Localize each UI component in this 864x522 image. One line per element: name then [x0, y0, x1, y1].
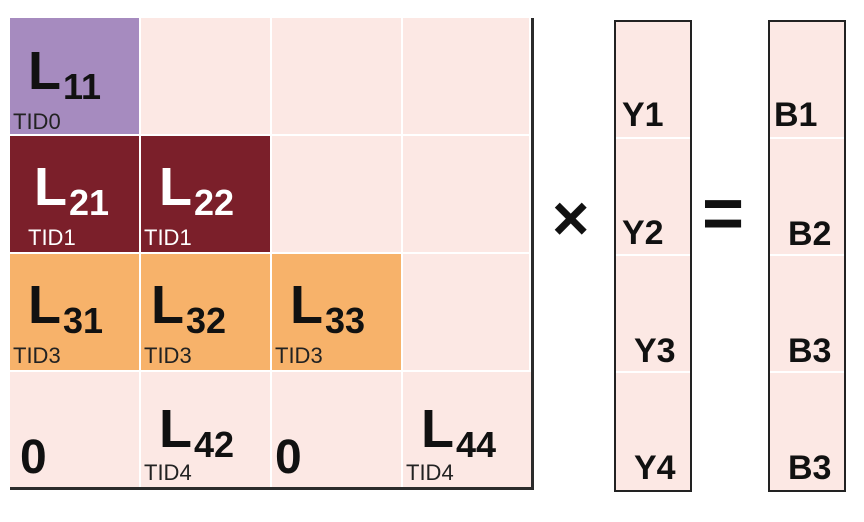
vector-b-entry: B3 [788, 332, 832, 370]
cell-l44-label: L44 [421, 399, 497, 465]
vector-b-entry: B3 [788, 449, 832, 487]
cell-empty [272, 18, 403, 136]
vector-y-cell: Y1 [616, 22, 690, 139]
cell-l21-tid: TID1 [28, 225, 76, 250]
cell-l42-label: L42 [159, 399, 235, 465]
cell-l11-label: L11 [28, 41, 102, 107]
vector-y-cell: Y3 [616, 256, 690, 373]
cell-empty [272, 136, 403, 254]
cell-l31-label: L31 [28, 275, 104, 341]
cell-l22: L22 TID1 [141, 136, 272, 254]
cell-l42-tid: TID4 [144, 460, 192, 485]
cell-l11-tid: TID0 [13, 109, 61, 134]
cell-l22-tid: TID1 [144, 225, 192, 250]
lower-triangular-matrix: L11 TID0 L21 TID1 L22 TID1 L31 TID3 L32 … [10, 18, 534, 490]
times-operator: × [552, 182, 590, 254]
cell-l32-tid: TID3 [144, 343, 192, 368]
vector-b-cell: B3 [770, 256, 844, 373]
cell-l41-value: 0 [20, 431, 47, 484]
vector-y-entry: Y4 [634, 449, 676, 487]
vector-y-entry: Y2 [622, 214, 664, 252]
cell-empty [403, 254, 531, 372]
cell-empty [403, 18, 531, 136]
cell-empty [141, 18, 272, 136]
cell-l43: 0 [272, 372, 403, 487]
cell-l42: L42 TID4 [141, 372, 272, 487]
cell-l21: L21 TID1 [10, 136, 141, 254]
vector-y-cell: Y4 [616, 373, 690, 490]
vector-y-cell: Y2 [616, 139, 690, 256]
vector-b-cell: B1 [770, 22, 844, 139]
vector-b-cell: B3 [770, 373, 844, 490]
cell-l44-tid: TID4 [406, 460, 454, 485]
cell-empty [403, 136, 531, 254]
cell-l44: L44 TID4 [403, 372, 531, 487]
cell-l33-tid: TID3 [275, 343, 323, 368]
vector-b: B1 B2 B3 B3 [768, 20, 846, 492]
cell-l32: L32 TID3 [141, 254, 272, 372]
vector-y-entry: Y3 [634, 332, 676, 370]
cell-l32-label: L32 [151, 275, 227, 341]
cell-l21-label: L21 [34, 157, 110, 223]
equals-operator: = [702, 174, 745, 254]
cell-l41: 0 [10, 372, 141, 487]
vector-y: Y1 Y2 Y3 Y4 [614, 20, 692, 492]
vector-b-cell: B2 [770, 139, 844, 256]
cell-l43-value: 0 [275, 431, 302, 484]
cell-l31: L31 TID3 [10, 254, 141, 372]
vector-y-entry: Y1 [622, 96, 664, 134]
cell-l33: L33 TID3 [272, 254, 403, 372]
cell-l11: L11 TID0 [10, 18, 141, 136]
vector-b-entry: B2 [788, 215, 832, 253]
vector-b-entry: B1 [774, 96, 818, 134]
cell-l33-label: L33 [290, 275, 366, 341]
cell-l31-tid: TID3 [13, 343, 61, 368]
cell-l22-label: L22 [159, 157, 235, 223]
